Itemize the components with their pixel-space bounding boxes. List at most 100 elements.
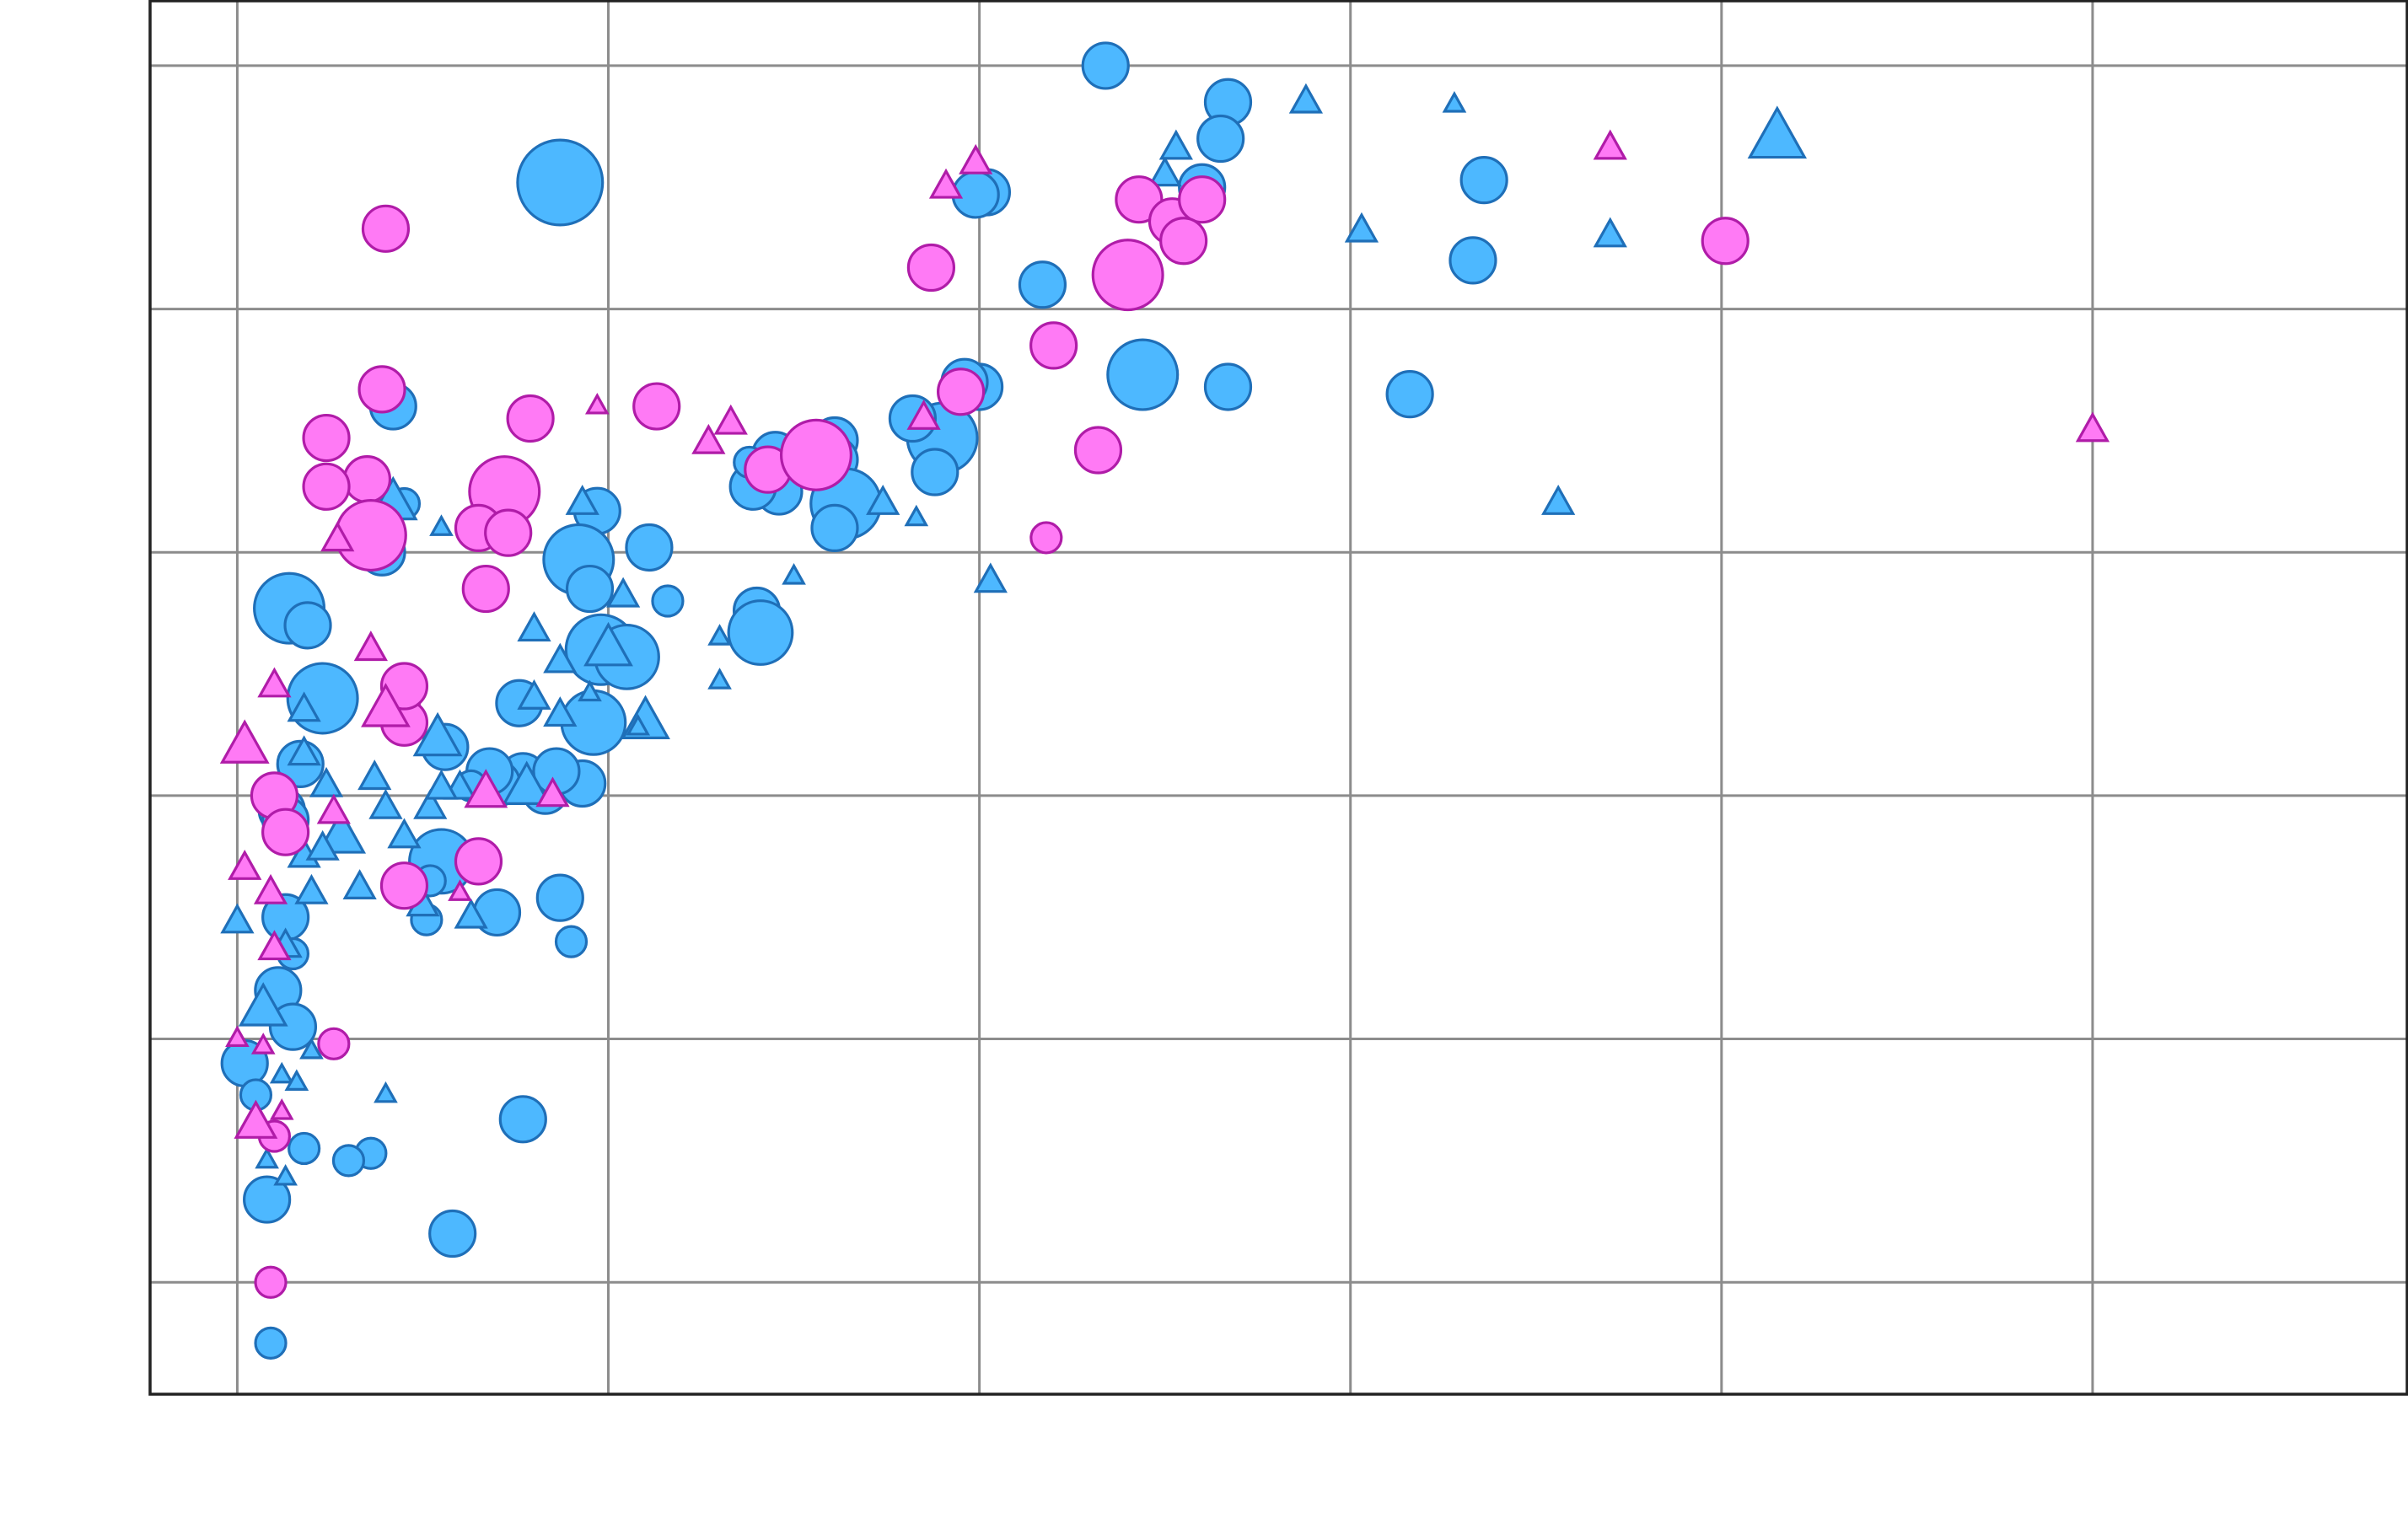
triangle-marker [1344, 212, 1379, 243]
circle-marker [317, 1027, 351, 1060]
circle-marker [1203, 362, 1253, 411]
circle-marker [1159, 217, 1208, 266]
circle-marker [286, 662, 359, 735]
triangle-marker [255, 1146, 279, 1169]
triangle-marker [1442, 91, 1467, 113]
circle-marker [1178, 175, 1227, 224]
triangle-marker [543, 642, 578, 673]
triangle-marker [429, 514, 454, 536]
triangle-marker [353, 631, 388, 662]
gridlines [150, 0, 2408, 1394]
circle-marker [906, 243, 956, 292]
circle-marker [1029, 321, 1078, 370]
triangle-marker [219, 719, 270, 764]
circle-marker [331, 1144, 366, 1178]
triangle-marker [959, 143, 993, 174]
circle-marker [1091, 239, 1164, 312]
triangle-marker [305, 829, 340, 861]
triangle-marker [1593, 129, 1627, 160]
circle-marker [727, 599, 794, 666]
circle-marker [379, 861, 429, 910]
circle-marker [1449, 236, 1497, 285]
circle-marker [454, 837, 503, 886]
circle-marker [261, 808, 310, 856]
triangle-marker [287, 691, 321, 722]
plot-frame [148, 0, 2408, 1396]
triangle-marker [517, 679, 551, 710]
triangle-marker [928, 168, 964, 199]
circle-marker [554, 925, 589, 958]
circle-marker [302, 413, 351, 463]
circle-marker [254, 1326, 288, 1360]
circle-marker [334, 499, 407, 572]
triangle-marker [707, 668, 732, 690]
triangle-marker [1541, 484, 1576, 515]
triangle-marker [269, 1098, 294, 1120]
triangle-marker [606, 577, 641, 608]
circle-marker [1029, 521, 1063, 555]
triangle-marker [412, 711, 463, 757]
triangle-marker [626, 713, 651, 736]
circle-marker [911, 448, 959, 496]
triangle-marker [517, 611, 551, 642]
triangle-marker [713, 404, 748, 435]
triangle-marker [424, 769, 459, 800]
triangle-marker [1593, 217, 1627, 248]
triangle-marker [225, 1025, 250, 1048]
circle-marker [283, 601, 332, 650]
triangle-marker [309, 766, 344, 797]
triangle-marker [287, 735, 321, 766]
triangle-marker [691, 423, 726, 454]
triangle-marker [294, 873, 329, 904]
triangle-marker [238, 982, 288, 1027]
circle-marker [1196, 114, 1245, 164]
circle-marker [428, 1209, 477, 1258]
circle-marker [625, 523, 674, 572]
triangle-marker [502, 760, 552, 805]
triangle-marker [707, 624, 732, 646]
triangle-marker [299, 1037, 324, 1060]
triangle-marker [320, 521, 355, 552]
circle-marker [1115, 175, 1164, 224]
triangle-marker [387, 818, 422, 849]
triangle-marker [374, 1081, 398, 1103]
circle-marker [1459, 156, 1508, 205]
circle-marker [1018, 260, 1067, 309]
circle-marker [810, 503, 859, 552]
circle-marker [1081, 41, 1130, 90]
triangle-marker [257, 930, 292, 961]
circle-marker [254, 1265, 288, 1299]
circle-marker [632, 382, 681, 431]
triangle-marker [535, 776, 570, 808]
triangle-marker [448, 879, 472, 901]
circle-marker [461, 564, 510, 614]
triangle-marker [1747, 105, 1808, 159]
triangle-marker [578, 679, 602, 702]
circle-marker [357, 365, 406, 414]
circle-marker [651, 584, 685, 618]
triangle-marker [973, 562, 1008, 593]
triangle-marker [565, 484, 599, 515]
triangle-marker [284, 1069, 309, 1091]
triangle-marker [273, 1163, 298, 1186]
circle-marker [516, 138, 605, 227]
circle-marker [498, 1095, 547, 1144]
circle-marker [1701, 217, 1750, 266]
triangle-marker [228, 849, 262, 880]
circle-marker [937, 368, 986, 416]
circle-marker [565, 564, 615, 614]
circle-marker [535, 873, 584, 922]
circle-marker [1073, 426, 1123, 475]
triangle-marker [782, 563, 806, 585]
data-points [219, 41, 2110, 1360]
triangle-marker [316, 809, 367, 854]
triangle-marker [357, 759, 392, 791]
triangle-marker [464, 769, 508, 808]
triangle-marker [342, 869, 377, 899]
triangle-marker [543, 696, 578, 727]
circle-marker [1385, 370, 1434, 419]
triangle-marker [234, 1099, 278, 1139]
circle-marker [288, 1131, 321, 1166]
